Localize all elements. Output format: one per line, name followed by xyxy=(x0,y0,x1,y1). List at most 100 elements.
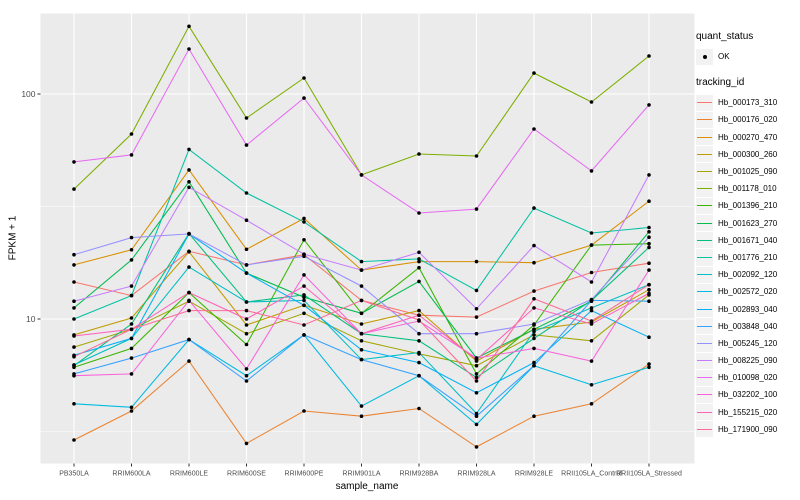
x-tick-label: RRIM600LA xyxy=(112,471,150,478)
data-point xyxy=(187,359,191,363)
data-point xyxy=(359,322,364,326)
data-point xyxy=(244,308,249,313)
data-point xyxy=(187,298,191,303)
data-point xyxy=(187,47,191,51)
data-point xyxy=(589,402,594,406)
data-point xyxy=(532,333,536,337)
x-axis-title: sample_name xyxy=(335,481,399,492)
data-point xyxy=(589,322,594,326)
x-tick-label: RRIM928BA xyxy=(400,471,439,478)
line-swatch-icon xyxy=(696,197,713,214)
legend-item: Hb_171900_090 xyxy=(696,421,800,438)
data-point xyxy=(647,299,651,304)
data-point xyxy=(187,265,191,269)
x-tick-label: RRIM600SE xyxy=(227,471,266,478)
data-point xyxy=(532,297,536,301)
data-point xyxy=(532,329,536,334)
legend: quant_status OK tracking_id Hb_000173_31… xyxy=(696,30,800,438)
line-swatch-icon xyxy=(696,146,713,163)
data-point xyxy=(359,284,364,288)
data-point xyxy=(474,375,479,380)
data-point xyxy=(72,363,76,367)
data-point xyxy=(72,373,76,378)
data-point xyxy=(532,363,536,368)
data-point xyxy=(532,306,536,310)
data-point xyxy=(302,252,306,256)
data-point xyxy=(244,271,249,275)
data-point xyxy=(474,259,479,264)
data-point xyxy=(647,287,651,292)
data-point xyxy=(647,54,651,58)
data-point xyxy=(244,323,249,327)
legend-item: Hb_008225_090 xyxy=(696,352,800,369)
data-point xyxy=(532,127,536,131)
data-point xyxy=(359,357,364,362)
data-point xyxy=(532,260,536,265)
data-point xyxy=(417,308,421,313)
legend-item-label: Hb_171900_090 xyxy=(718,424,778,434)
data-point xyxy=(359,331,364,336)
data-point xyxy=(647,365,651,370)
line-swatch-icon xyxy=(696,318,713,335)
data-point xyxy=(647,245,651,250)
data-point xyxy=(532,360,536,365)
legend-item-label: Hb_008225_090 xyxy=(718,356,778,366)
data-point xyxy=(417,318,421,322)
legend-item: Hb_000300_260 xyxy=(696,146,800,163)
legend-item: Hb_002572_020 xyxy=(696,283,800,300)
data-point xyxy=(589,319,594,323)
data-point xyxy=(589,243,594,247)
x-tick-label: RRIM901LA xyxy=(342,471,380,478)
data-point xyxy=(129,405,134,410)
legend-tracking-id-block: tracking_id Hb_000173_310 Hb_000176_020 Hb… xyxy=(696,76,800,438)
data-point xyxy=(359,298,364,303)
data-point xyxy=(302,303,306,308)
data-point xyxy=(647,173,651,177)
data-point xyxy=(359,259,364,264)
legend-item-label: Hb_000270_470 xyxy=(718,132,778,142)
data-point xyxy=(474,357,479,362)
data-point xyxy=(532,206,536,210)
legend-item-label: Hb_001396_210 xyxy=(718,201,778,211)
legend-item: Hb_001623_270 xyxy=(696,215,800,232)
line-swatch-icon xyxy=(696,180,713,197)
line-swatch-icon xyxy=(696,421,713,438)
legend-item-label: Hb_155215_020 xyxy=(718,407,778,417)
data-point xyxy=(302,76,306,80)
data-point xyxy=(417,360,421,365)
line-swatch-icon xyxy=(696,232,713,249)
data-point xyxy=(129,336,134,341)
legend-title-quant-status: quant_status xyxy=(696,31,754,42)
legend-item-label: Hb_001025_090 xyxy=(718,167,778,177)
data-point xyxy=(647,230,651,234)
legend-item-ok: OK xyxy=(696,48,800,65)
data-point xyxy=(72,402,76,406)
data-point xyxy=(474,379,479,383)
data-point xyxy=(589,359,594,363)
data-point xyxy=(187,290,191,295)
data-point xyxy=(129,293,134,298)
data-point xyxy=(129,248,134,252)
data-point xyxy=(187,168,191,172)
data-point xyxy=(302,220,306,224)
legend-item: Hb_000270_470 xyxy=(696,129,800,146)
data-point xyxy=(302,323,306,327)
data-point xyxy=(474,391,479,395)
data-point xyxy=(244,191,249,195)
data-point xyxy=(244,116,249,120)
series-points xyxy=(72,24,651,449)
data-point xyxy=(647,291,651,296)
data-point xyxy=(129,153,134,157)
data-point xyxy=(359,311,364,316)
data-point xyxy=(244,143,249,147)
data-point xyxy=(72,306,76,310)
data-point xyxy=(302,216,306,221)
data-point xyxy=(302,298,306,303)
data-point xyxy=(417,373,421,378)
legend-item: Hb_005245_120 xyxy=(696,335,800,352)
data-point xyxy=(129,322,134,326)
legend-item-label: Hb_001623_270 xyxy=(718,218,778,228)
data-point xyxy=(244,263,249,267)
data-point xyxy=(532,71,536,75)
